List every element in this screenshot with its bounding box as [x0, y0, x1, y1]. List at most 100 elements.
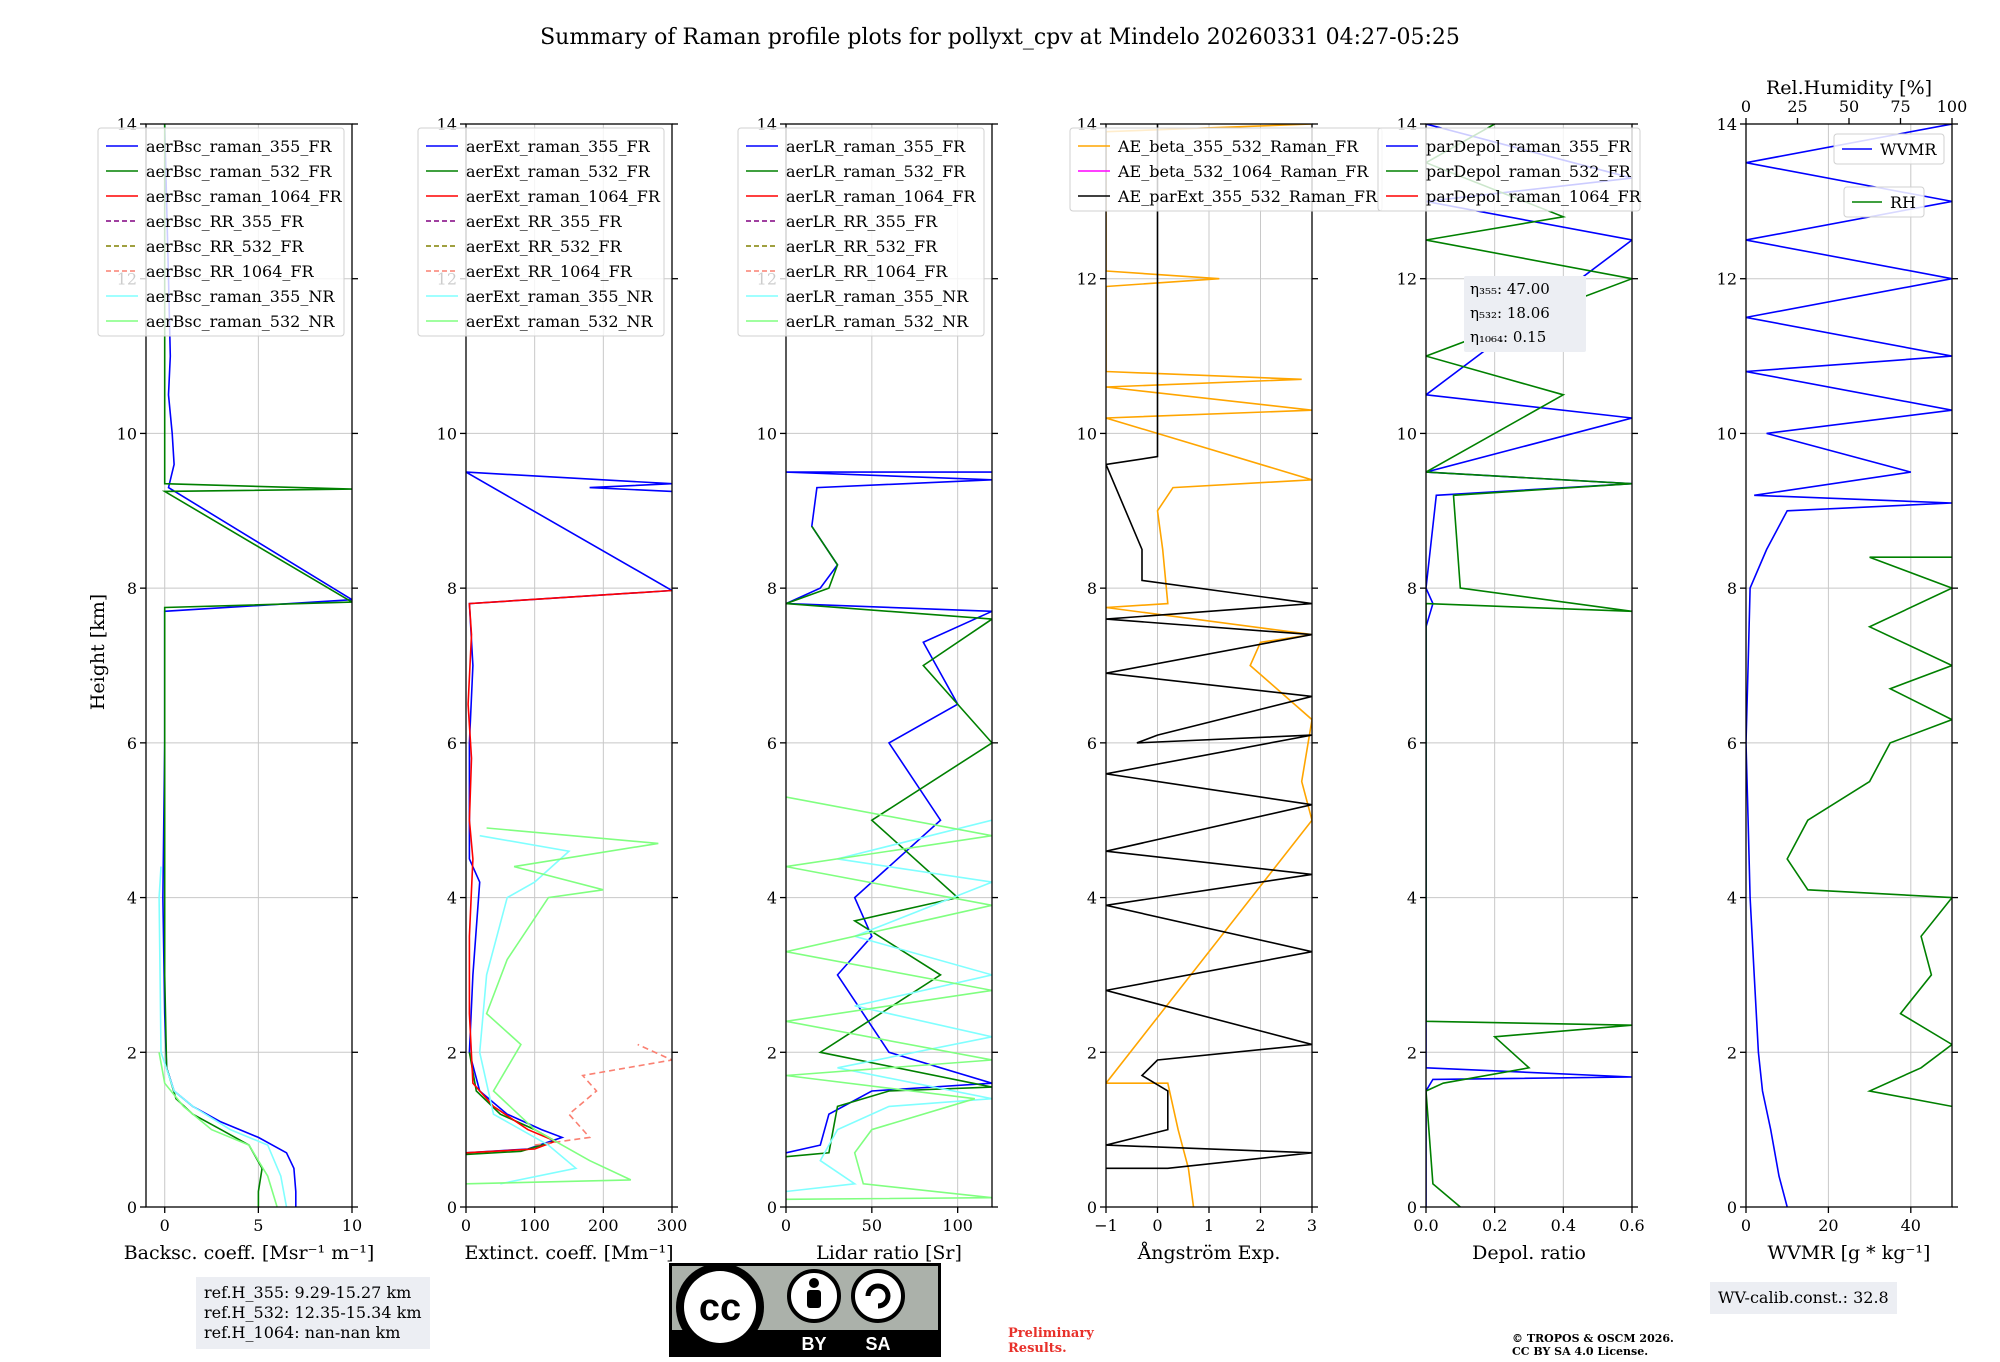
copyright-line-2: CC BY SA 4.0 License.: [1512, 1345, 1649, 1358]
reference-height-box: ref.H_355: 9.29-15.27 km ref.H_532: 12.3…: [196, 1277, 430, 1349]
x2-tick-label: 50: [1839, 97, 1859, 116]
x-tick-label: 200: [588, 1216, 619, 1235]
legend-label: aerBsc_RR_1064_FR: [146, 262, 315, 281]
series-line-aerExt_raman_532_NR: [466, 827, 659, 1185]
x-axis-label: WVMR [g * kg⁻¹]: [1768, 1242, 1931, 1264]
copyright-note: © TROPOS & OSCM 2026. CC BY SA 4.0 Licen…: [1512, 1332, 1674, 1358]
eta-value: η₅₃₂: 18.06: [1470, 304, 1550, 322]
y-tick-label: 6: [127, 734, 137, 753]
y-tick-label: 2: [447, 1043, 457, 1062]
eta-value: η₁₀₆₄: 0.15: [1470, 328, 1546, 346]
legend-label: aerBsc_RR_532_FR: [146, 237, 304, 256]
figure-title: Summary of Raman profile plots for polly…: [540, 25, 1460, 50]
y-tick-label: 6: [1407, 734, 1417, 753]
x-tick-label: 0: [1152, 1216, 1162, 1235]
y-tick-label: 12: [1077, 270, 1097, 289]
panel-lr: 02468101214050100Lidar ratio [Sr]aerLR_r…: [737, 115, 998, 1264]
preliminary-note: Preliminary Results.: [1008, 1326, 1094, 1356]
x-tick-label: 40: [1901, 1216, 1921, 1235]
legend-label: aerLR_raman_1064_FR: [786, 187, 976, 206]
y-tick-label: 2: [1087, 1043, 1097, 1062]
series-group: [158, 124, 352, 1207]
x-axis-label: Depol. ratio: [1472, 1242, 1586, 1264]
y-tick-label: 4: [447, 889, 457, 908]
refH-355: ref.H_355: 9.29-15.27 km: [204, 1283, 412, 1302]
legend-label: aerBsc_RR_355_FR: [146, 212, 304, 231]
x-tick-label: 20: [1818, 1216, 1838, 1235]
eta-value: η₃₅₅: 47.00: [1470, 280, 1550, 298]
legend-box: [1843, 186, 1925, 218]
x-tick-label: 1: [1204, 1216, 1214, 1235]
x-axis-label: Extinct. coeff. [Mm⁻¹]: [464, 1242, 673, 1264]
series-line-aerExt_raman_355_FR: [466, 471, 672, 1154]
cc-icon-letters: cc: [699, 1287, 741, 1329]
preliminary-line-1: Preliminary: [1008, 1326, 1094, 1341]
y-tick-label: 0: [1087, 1198, 1097, 1217]
y-tick-label: 2: [1727, 1043, 1737, 1062]
legend-box: [1377, 127, 1641, 212]
sa-icon: [851, 1269, 905, 1323]
axes-frame: [145, 123, 353, 1208]
legend-label: AE_beta_355_532_Raman_FR: [1117, 137, 1359, 156]
legend-label: parDepol_raman_355_FR: [1426, 137, 1632, 156]
x-axis-label: Backsc. coeff. [Msr⁻¹ m⁻¹]: [124, 1242, 375, 1264]
series-line-RH: [1786, 556, 1952, 1108]
series-line-WVMR: [1746, 124, 1952, 1207]
sa-label: SA: [865, 1334, 890, 1354]
y-tick-label: 6: [1727, 734, 1737, 753]
series-line-aerLR_raman_532_FR: [786, 525, 992, 1158]
legend-label: aerExt_RR_532_FR: [466, 237, 623, 256]
y-tick-label: 0: [447, 1198, 457, 1217]
x-tick-label: 100: [942, 1216, 973, 1235]
x-tick-label: 300: [657, 1216, 688, 1235]
legend-label: WVMR: [1880, 140, 1937, 159]
legend-label: aerBsc_raman_355_FR: [146, 137, 332, 156]
sa-icon-arrow: [865, 1283, 891, 1309]
copyright-line-1: © TROPOS & OSCM 2026.: [1512, 1332, 1674, 1345]
by-icon-body: [807, 1290, 821, 1308]
x-tick-label: 0: [160, 1216, 170, 1235]
y-tick-label: 8: [767, 579, 777, 598]
legend-label: aerExt_raman_355_NR: [466, 287, 654, 306]
series-line-aerExt_raman_532_FR: [466, 1052, 558, 1156]
legend-box: [737, 127, 985, 337]
y-tick-label: 4: [1407, 889, 1417, 908]
legend-label: aerBsc_raman_532_FR: [146, 162, 332, 181]
legend-label: parDepol_raman_1064_FR: [1426, 187, 1642, 206]
y-tick-label: 8: [1407, 579, 1417, 598]
x2-tick-label: 0: [1741, 97, 1751, 116]
y-tick-label: 2: [127, 1043, 137, 1062]
x-tick-label: 0.4: [1551, 1216, 1576, 1235]
series-line-aerLR_raman_355_FR: [786, 471, 992, 1154]
y-tick-label: 0: [127, 1198, 137, 1217]
y-tick-label: 8: [1727, 579, 1737, 598]
refH-532: ref.H_532: 12.35-15.34 km: [204, 1303, 422, 1322]
legend-label: aerExt_raman_532_NR: [466, 312, 654, 331]
legend-label: aerLR_raman_355_FR: [786, 137, 966, 156]
series-line-aerLR_raman_532_NR: [786, 796, 992, 1201]
legend-label: aerExt_RR_1064_FR: [466, 262, 633, 281]
y-tick-label: 10: [757, 424, 777, 443]
series-line-aerExt_RR_1064_FR: [534, 1043, 672, 1146]
y-tick-label: 10: [1077, 424, 1097, 443]
y-tick-label: 12: [1717, 270, 1737, 289]
series-group: [1746, 124, 1952, 1207]
legend-label: aerBsc_raman_532_NR: [146, 312, 335, 331]
legend-label: aerLR_raman_532_FR: [786, 162, 966, 181]
series-line-AE_parExt_355_532_Raman_FR: [1106, 124, 1312, 1170]
series-line-aerExt_raman_355_NR: [478, 834, 578, 1185]
y-tick-label: 0: [767, 1198, 777, 1217]
y-tick-label: 0: [1727, 1198, 1737, 1217]
x-tick-label: 2: [1255, 1216, 1265, 1235]
cc-icon-inner: [684, 1271, 756, 1343]
x-tick-label: 50: [862, 1216, 882, 1235]
series-line-aerBsc_raman_532_NR: [158, 1052, 278, 1207]
legend-label: aerExt_RR_355_FR: [466, 212, 623, 231]
x-tick-label: 0.0: [1413, 1216, 1438, 1235]
refH-1064: ref.H_1064: nan-nan km: [204, 1323, 401, 1342]
series-line-parDepol_raman_532_FR: [1426, 124, 1632, 1207]
